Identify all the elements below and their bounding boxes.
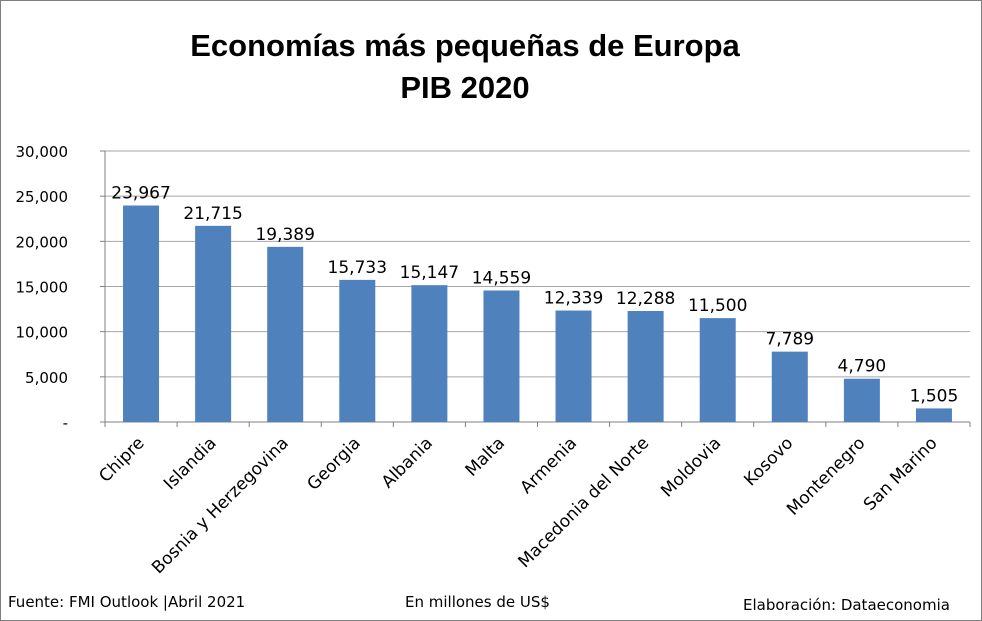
y-tick-label: 5,000 [25, 369, 68, 387]
y-tick-label: 30,000 [16, 143, 69, 161]
category-label: Armenia [517, 433, 582, 498]
category-label: Macedonia del Norte [515, 433, 654, 572]
category-label: San Marino [860, 433, 942, 515]
bar [195, 225, 232, 422]
category-label: Kosovo [740, 433, 797, 490]
category-label: Georgia [304, 433, 365, 494]
data-label: 15,733 [328, 258, 387, 278]
chart-subtitle: PIB 2020 [400, 70, 530, 105]
y-tick-label: - [63, 414, 68, 432]
bar [843, 378, 880, 422]
category-label: Albania [378, 433, 437, 492]
category-label: Islandia [160, 433, 221, 494]
data-label: 12,288 [616, 289, 675, 309]
bar [771, 351, 808, 422]
category-label: Bosnia y Herzegovina [148, 433, 293, 578]
bar [483, 290, 520, 422]
data-label: 14,559 [472, 268, 531, 288]
chart-title: Economías más pequeñas de Europa [190, 28, 740, 63]
bar [267, 246, 304, 422]
y-tick-label: 20,000 [16, 233, 69, 251]
credit-note: Elaboración: Dataeconomia [743, 596, 950, 614]
category-label: Malta [462, 433, 509, 480]
bar [699, 318, 736, 422]
data-label: 21,715 [183, 204, 242, 224]
data-label: 11,500 [688, 296, 747, 316]
y-tick-label: 15,000 [16, 279, 69, 297]
data-label: 19,389 [255, 225, 314, 245]
data-label: 15,147 [400, 263, 459, 283]
data-label: 1,505 [910, 386, 959, 406]
bar [339, 279, 376, 422]
bar [915, 408, 952, 422]
source-note: Fuente: FMI Outlook |Abril 2021 [8, 593, 246, 611]
category-label: Moldovia [657, 433, 725, 501]
bar [123, 205, 160, 422]
data-label: 23,967 [111, 183, 170, 203]
data-label: 7,789 [765, 330, 814, 350]
data-label: 4,790 [838, 357, 887, 377]
data-label: 12,339 [544, 289, 603, 309]
bar [555, 310, 592, 422]
y-tick-label: 10,000 [16, 324, 69, 342]
y-tick-label: 25,000 [16, 188, 69, 206]
category-label: Chipre [95, 433, 148, 486]
bar [411, 285, 448, 422]
units-note: En millones de US$ [405, 593, 550, 611]
bar [627, 310, 664, 422]
